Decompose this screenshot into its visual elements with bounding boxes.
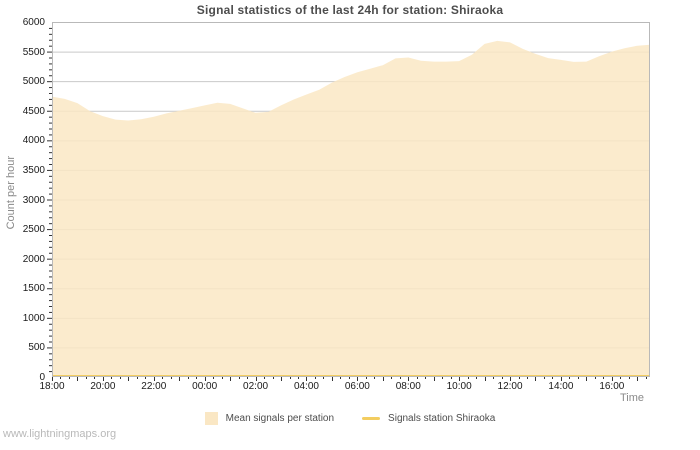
y-tick-label: 2500 [22,224,45,236]
legend-item-mean-signals: Mean signals per station [204,412,335,425]
area-swatch-icon [204,412,218,425]
y-tick-label: 1000 [22,312,45,324]
x-tick-label: 18:00 [39,381,65,392]
legend: Mean signals per station Signals station… [0,412,700,425]
x-axis-label: Time [619,392,644,404]
x-tick-label: 14:00 [548,381,574,392]
legend-item-station-signals: Signals station Shiraoka [362,413,495,424]
plot-border [52,22,650,377]
y-tick-label: 3500 [22,164,45,176]
x-tick-label: 04:00 [293,381,319,392]
y-tick-label: 3000 [22,194,45,206]
y-tick-label: 500 [28,342,45,354]
y-tick-label: 4500 [22,105,45,117]
y-tick-label: 1500 [22,283,45,295]
x-tick-label: 22:00 [141,381,167,392]
y-tick-label: 4000 [22,135,45,147]
x-tick-label: 06:00 [344,381,370,392]
x-tick-label: 02:00 [243,381,269,392]
y-tick-label: 5000 [22,76,45,88]
x-tick-label: 12:00 [497,381,523,392]
line-swatch-icon [362,417,381,420]
legend-label-mean-signals: Mean signals per station [225,413,335,424]
chart-title: Signal statistics of the last 24h for st… [196,3,504,17]
x-tick-label: 08:00 [395,381,421,392]
y-tick-label: 0 [39,372,45,383]
x-tick-label: 16:00 [599,381,625,392]
x-tick-label: 10:00 [446,381,472,392]
area-series-mean-signals [52,40,650,378]
legend-label-station-signals: Signals station Shiraoka [388,413,496,424]
x-tick-label: 20:00 [90,381,116,392]
x-tick-label: 00:00 [192,381,218,392]
watermark: www.lightningmaps.org [3,428,117,440]
y-tick-label: 2000 [22,253,45,265]
y-tick-label: 5500 [22,46,45,58]
y-tick-label: 6000 [22,17,45,28]
